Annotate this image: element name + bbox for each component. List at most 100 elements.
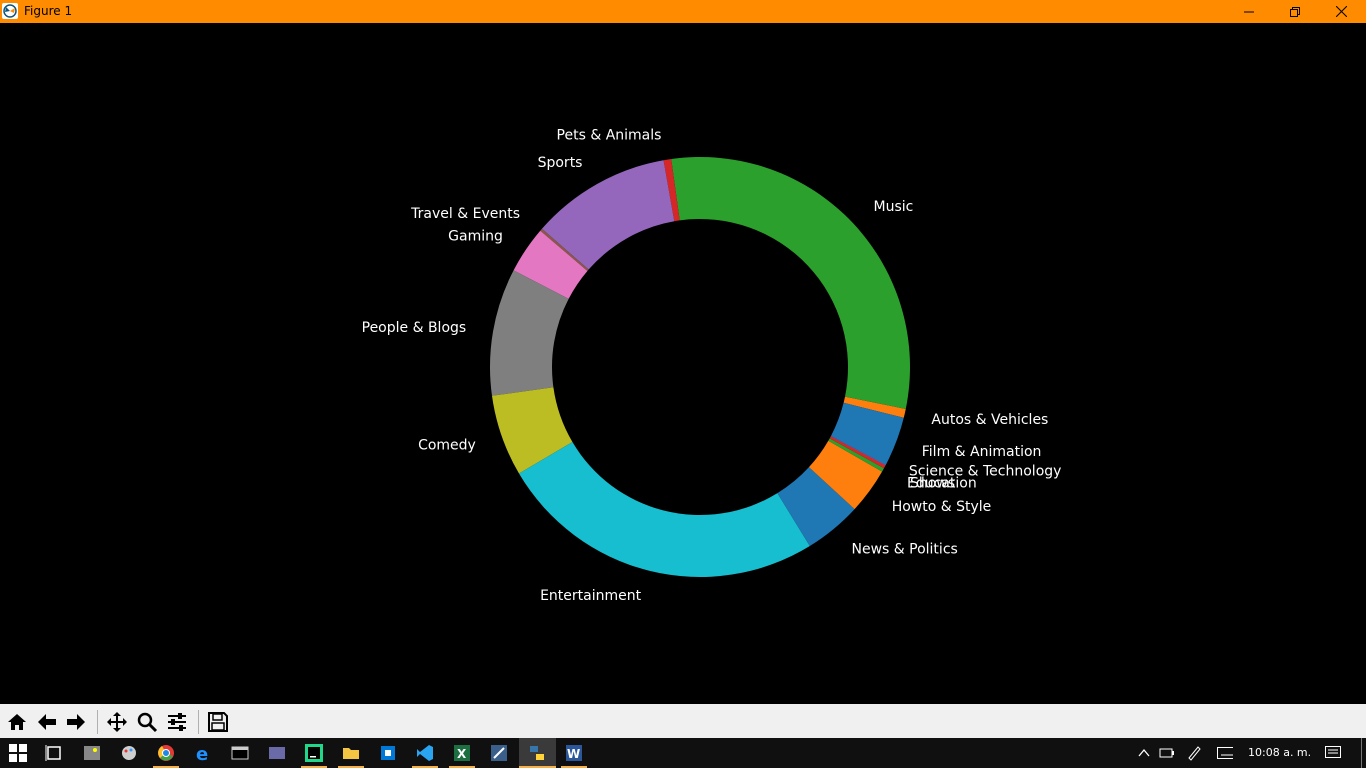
- svg-text:X: X: [457, 747, 467, 761]
- paint-icon: [122, 746, 136, 760]
- app-running-indicator: [561, 766, 587, 768]
- close-icon: [1335, 6, 1347, 17]
- minimize-button[interactable]: [1226, 0, 1272, 23]
- taskbar-clock[interactable]: 10:08 a. m.: [1248, 746, 1312, 759]
- forward-button[interactable]: [63, 709, 89, 735]
- minimize-icon: [1244, 11, 1254, 12]
- database-icon: [269, 747, 285, 759]
- slice-label: Travel & Events: [410, 206, 520, 222]
- action-center-button[interactable]: [1325, 745, 1341, 761]
- app-running-indicator: [449, 766, 475, 768]
- os-taskbar: e X W 10:08 a. m.: [0, 738, 1366, 768]
- slice-shows: [830, 435, 886, 466]
- slice-education: [828, 438, 884, 472]
- python-icon: [530, 746, 544, 760]
- terminal-icon: [231, 746, 249, 760]
- close-button[interactable]: [1318, 0, 1364, 23]
- figure-canvas[interactable]: Autos & Vehicles Music Pets & Animals Sport…: [0, 23, 1366, 704]
- window-titlebar: Figure 1: [0, 0, 1366, 23]
- tray-overflow-button[interactable]: [1136, 745, 1152, 761]
- zoom-icon: [137, 712, 158, 733]
- window-title: Figure 1: [24, 4, 73, 18]
- slice-howto-style: [808, 440, 883, 510]
- taskbar-app-excel[interactable]: X: [452, 743, 472, 763]
- keyboard-icon: [1217, 747, 1233, 759]
- slice-science-technology: [829, 436, 886, 469]
- folder-icon: [343, 748, 359, 759]
- start-button[interactable]: [8, 743, 28, 763]
- taskbar-app-database[interactable]: [267, 743, 287, 763]
- slice-label: People & Blogs: [362, 320, 467, 336]
- slice-pets-animals: [663, 158, 680, 222]
- home-button[interactable]: [4, 709, 30, 735]
- taskbar-app-photos[interactable]: [82, 743, 102, 763]
- app-running-indicator: [338, 766, 364, 768]
- taskbar-app-store[interactable]: [378, 743, 398, 763]
- sql-tool-icon: [491, 745, 507, 761]
- taskbar-app-pycharm[interactable]: [304, 743, 324, 763]
- slice-film-animation: [830, 402, 904, 465]
- show-desktop-divider[interactable]: [1361, 738, 1362, 768]
- slice-autos-vehicles: [843, 396, 906, 418]
- zoom-button[interactable]: [134, 709, 160, 735]
- slice-label: Science & Technology: [909, 463, 1062, 479]
- windows-logo-icon: [9, 744, 27, 762]
- back-icon: [38, 714, 56, 730]
- taskbar-app-chrome[interactable]: [156, 743, 176, 763]
- store-icon: [381, 746, 395, 760]
- taskbar-app-terminal[interactable]: [230, 743, 250, 763]
- chevron-up-icon: [1138, 748, 1150, 757]
- taskbar-app-file-explorer[interactable]: [341, 743, 361, 763]
- vscode-icon: [417, 745, 433, 761]
- toolbar-separator: [198, 710, 199, 734]
- slice-gaming: [513, 230, 588, 299]
- back-button[interactable]: [34, 709, 60, 735]
- taskbar-app-paint[interactable]: [119, 743, 139, 763]
- task-view-icon: [45, 745, 61, 761]
- save-button[interactable]: [205, 709, 231, 735]
- restore-icon: [1290, 6, 1300, 17]
- matplotlib-app-icon: [2, 3, 18, 19]
- app-running-indicator: [412, 766, 438, 768]
- slice-sports: [541, 160, 675, 270]
- slice-label: Entertainment: [540, 588, 642, 604]
- slice-label: Shows: [910, 475, 955, 491]
- slice-labels: Autos & Vehicles Music Pets & Animals Sport…: [362, 128, 1062, 605]
- pan-button[interactable]: [104, 709, 130, 735]
- photos-icon: [84, 746, 100, 760]
- taskbar-app-sql-tool[interactable]: [489, 743, 509, 763]
- donut-chart: Autos & Vehicles Music Pets & Animals Sport…: [362, 128, 1062, 605]
- restore-button[interactable]: [1272, 0, 1318, 23]
- pen-icon: [1188, 746, 1201, 761]
- app-running-indicator: [519, 766, 556, 768]
- configure-subplots-icon: [168, 713, 186, 731]
- task-view-button[interactable]: [44, 743, 64, 763]
- taskbar-app-python-figure[interactable]: [527, 743, 547, 763]
- notification-icon: [1325, 746, 1341, 758]
- tray-touch-keyboard[interactable]: [1217, 745, 1233, 761]
- app-running-indicator: [301, 766, 327, 768]
- tray-pen[interactable]: [1186, 745, 1202, 761]
- slice-entertainment: [519, 442, 810, 578]
- taskbar-app-vscode[interactable]: [415, 743, 435, 763]
- donut-slices: [489, 156, 910, 578]
- taskbar-app-edge[interactable]: e: [193, 743, 213, 763]
- app-running-indicator: [153, 766, 179, 768]
- excel-icon: X: [454, 745, 470, 761]
- tray-battery[interactable]: [1159, 745, 1175, 761]
- slice-label: News & Politics: [852, 542, 958, 558]
- slice-label: Film & Animation: [922, 444, 1042, 460]
- taskbar-app-word[interactable]: W: [564, 743, 584, 763]
- chrome-icon: [158, 745, 174, 761]
- pycharm-icon: [305, 744, 323, 762]
- battery-icon: [1159, 748, 1174, 758]
- word-icon: W: [566, 745, 582, 761]
- slice-label: Howto & Style: [892, 499, 992, 515]
- forward-icon: [67, 714, 85, 730]
- slice-label: Gaming: [448, 229, 503, 245]
- slice-travel-events: [540, 228, 589, 271]
- slice-label: Sports: [538, 155, 583, 171]
- pan-icon: [107, 712, 127, 732]
- slice-people-blogs: [489, 270, 569, 396]
- configure-subplots-button[interactable]: [164, 709, 190, 735]
